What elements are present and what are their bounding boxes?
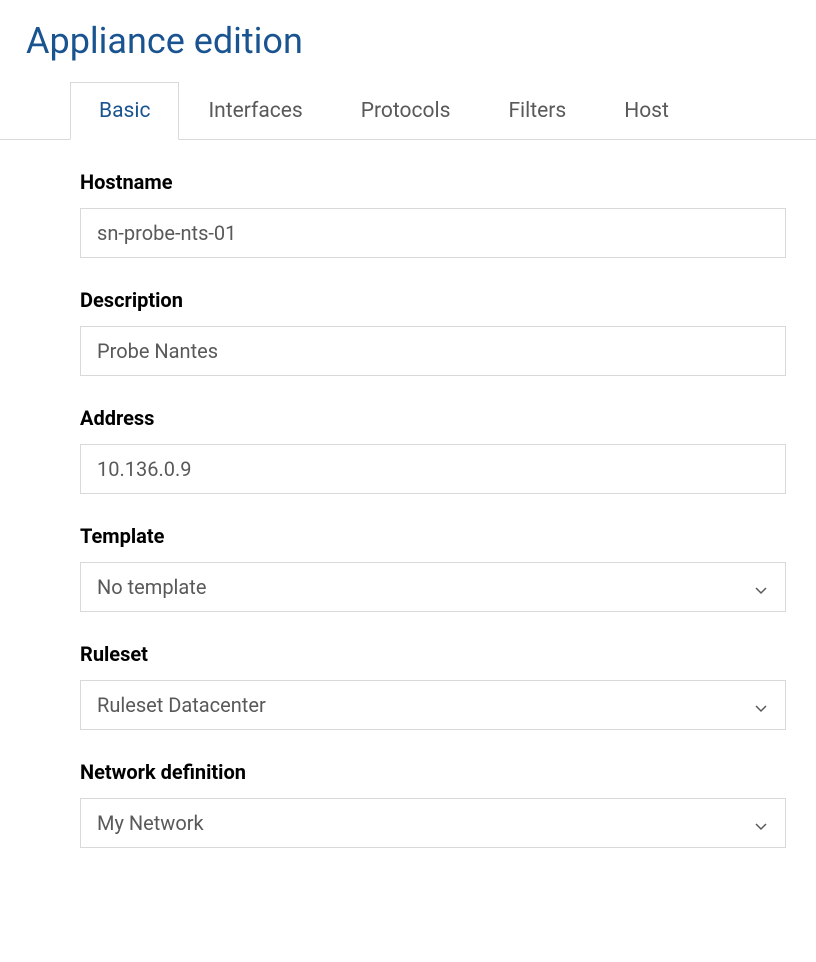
chevron-down-icon [753, 815, 769, 831]
address-label: Address [80, 406, 786, 430]
ruleset-select[interactable]: Ruleset Datacenter [80, 680, 786, 730]
template-label: Template [80, 524, 786, 548]
form-group-ruleset: Ruleset Ruleset Datacenter [80, 642, 786, 730]
ruleset-select-value: Ruleset Datacenter [97, 693, 266, 717]
tab-filters[interactable]: Filters [479, 82, 595, 139]
network-definition-label: Network definition [80, 760, 786, 784]
form-group-hostname: Hostname [80, 170, 786, 258]
ruleset-label: Ruleset [80, 642, 786, 666]
template-select[interactable]: No template [80, 562, 786, 612]
template-select-value: No template [97, 575, 206, 599]
description-input[interactable] [80, 326, 786, 376]
tab-interfaces[interactable]: Interfaces [179, 82, 331, 139]
hostname-input[interactable] [80, 208, 786, 258]
network-definition-select[interactable]: My Network [80, 798, 786, 848]
form-group-description: Description [80, 288, 786, 376]
tabs-container: Basic Interfaces Protocols Filters Host [0, 82, 816, 140]
network-definition-select-value: My Network [97, 811, 204, 835]
tab-host[interactable]: Host [595, 82, 698, 139]
form-group-address: Address [80, 406, 786, 494]
tab-basic[interactable]: Basic [70, 82, 179, 140]
address-input[interactable] [80, 444, 786, 494]
hostname-label: Hostname [80, 170, 786, 194]
page-title: Appliance edition [0, 0, 816, 82]
form-group-network-definition: Network definition My Network [80, 760, 786, 848]
tab-protocols[interactable]: Protocols [332, 82, 480, 139]
chevron-down-icon [753, 579, 769, 595]
chevron-down-icon [753, 697, 769, 713]
form-container: Hostname Description Address Template No… [0, 140, 816, 848]
description-label: Description [80, 288, 786, 312]
form-group-template: Template No template [80, 524, 786, 612]
